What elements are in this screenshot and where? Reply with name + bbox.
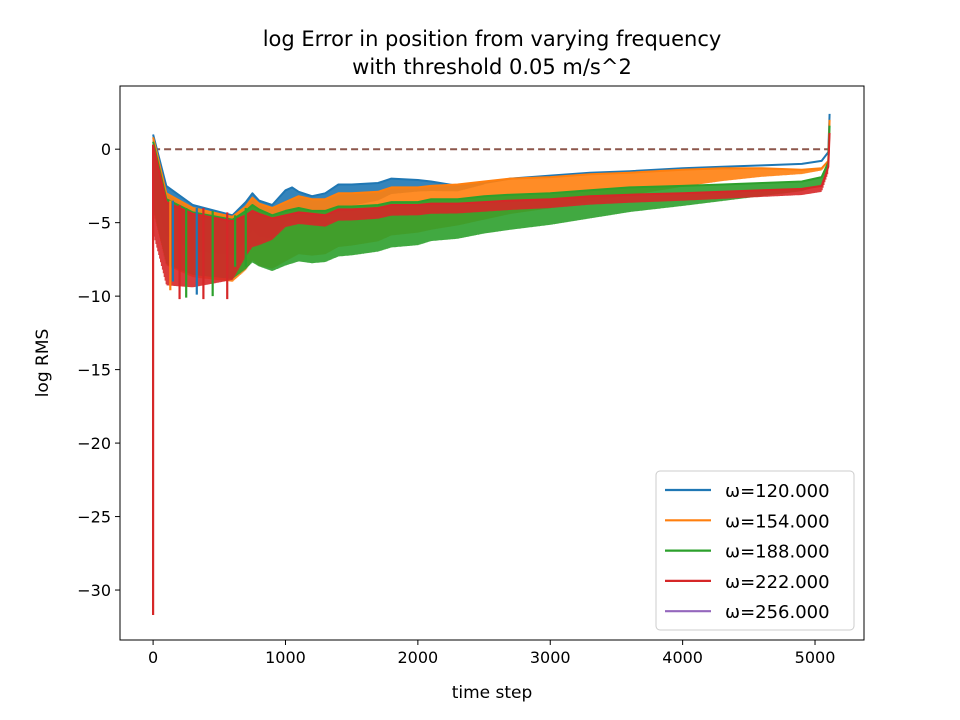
legend: ω=120.000 ω=154.000 ω=188.000 ω=222.000 ω=25…	[655, 470, 855, 631]
y-tick-label: −30	[77, 581, 111, 600]
x-tick-label: 5000	[795, 648, 836, 667]
legend-label: ω=222.000	[725, 572, 830, 593]
y-tick-label: −20	[77, 434, 111, 453]
legend-label: ω=256.000	[725, 602, 830, 623]
series-1-line	[152, 113, 831, 217]
legend-label: ω=188.000	[725, 542, 830, 563]
y-tick-label: −15	[77, 361, 111, 380]
x-tick-label: 4000	[662, 648, 703, 667]
chart-title-line1: log Error in position from varying frequ…	[263, 27, 722, 51]
axes-frame	[119, 85, 865, 641]
y-tick-label: −25	[77, 508, 111, 527]
series-2-line	[152, 119, 831, 218]
y-tick-label: 0	[101, 140, 111, 159]
x-axis-label: time step	[452, 683, 533, 703]
x-tick-label: 1000	[265, 648, 306, 667]
y-tick-label: −10	[77, 287, 111, 306]
series-3-line	[152, 125, 831, 221]
axis-ticks: 0 1000 2000 3000 4000 5000 0 −5 −10 −15 −20 −25 −30	[77, 140, 835, 667]
legend-label: ω=120.000	[725, 481, 830, 502]
x-tick-label: 0	[148, 648, 158, 667]
chart-title-line2: with threshold 0.05 m/s^2	[352, 55, 632, 79]
y-axis-label: log RMS	[33, 329, 53, 398]
y-tick-label: −5	[87, 214, 111, 233]
plot-area	[151, 113, 831, 616]
legend-label: ω=154.000	[725, 511, 830, 532]
x-tick-label: 3000	[530, 648, 571, 667]
x-tick-label: 2000	[398, 648, 439, 667]
series-4-line	[152, 132, 831, 223]
legend-box	[655, 470, 855, 631]
